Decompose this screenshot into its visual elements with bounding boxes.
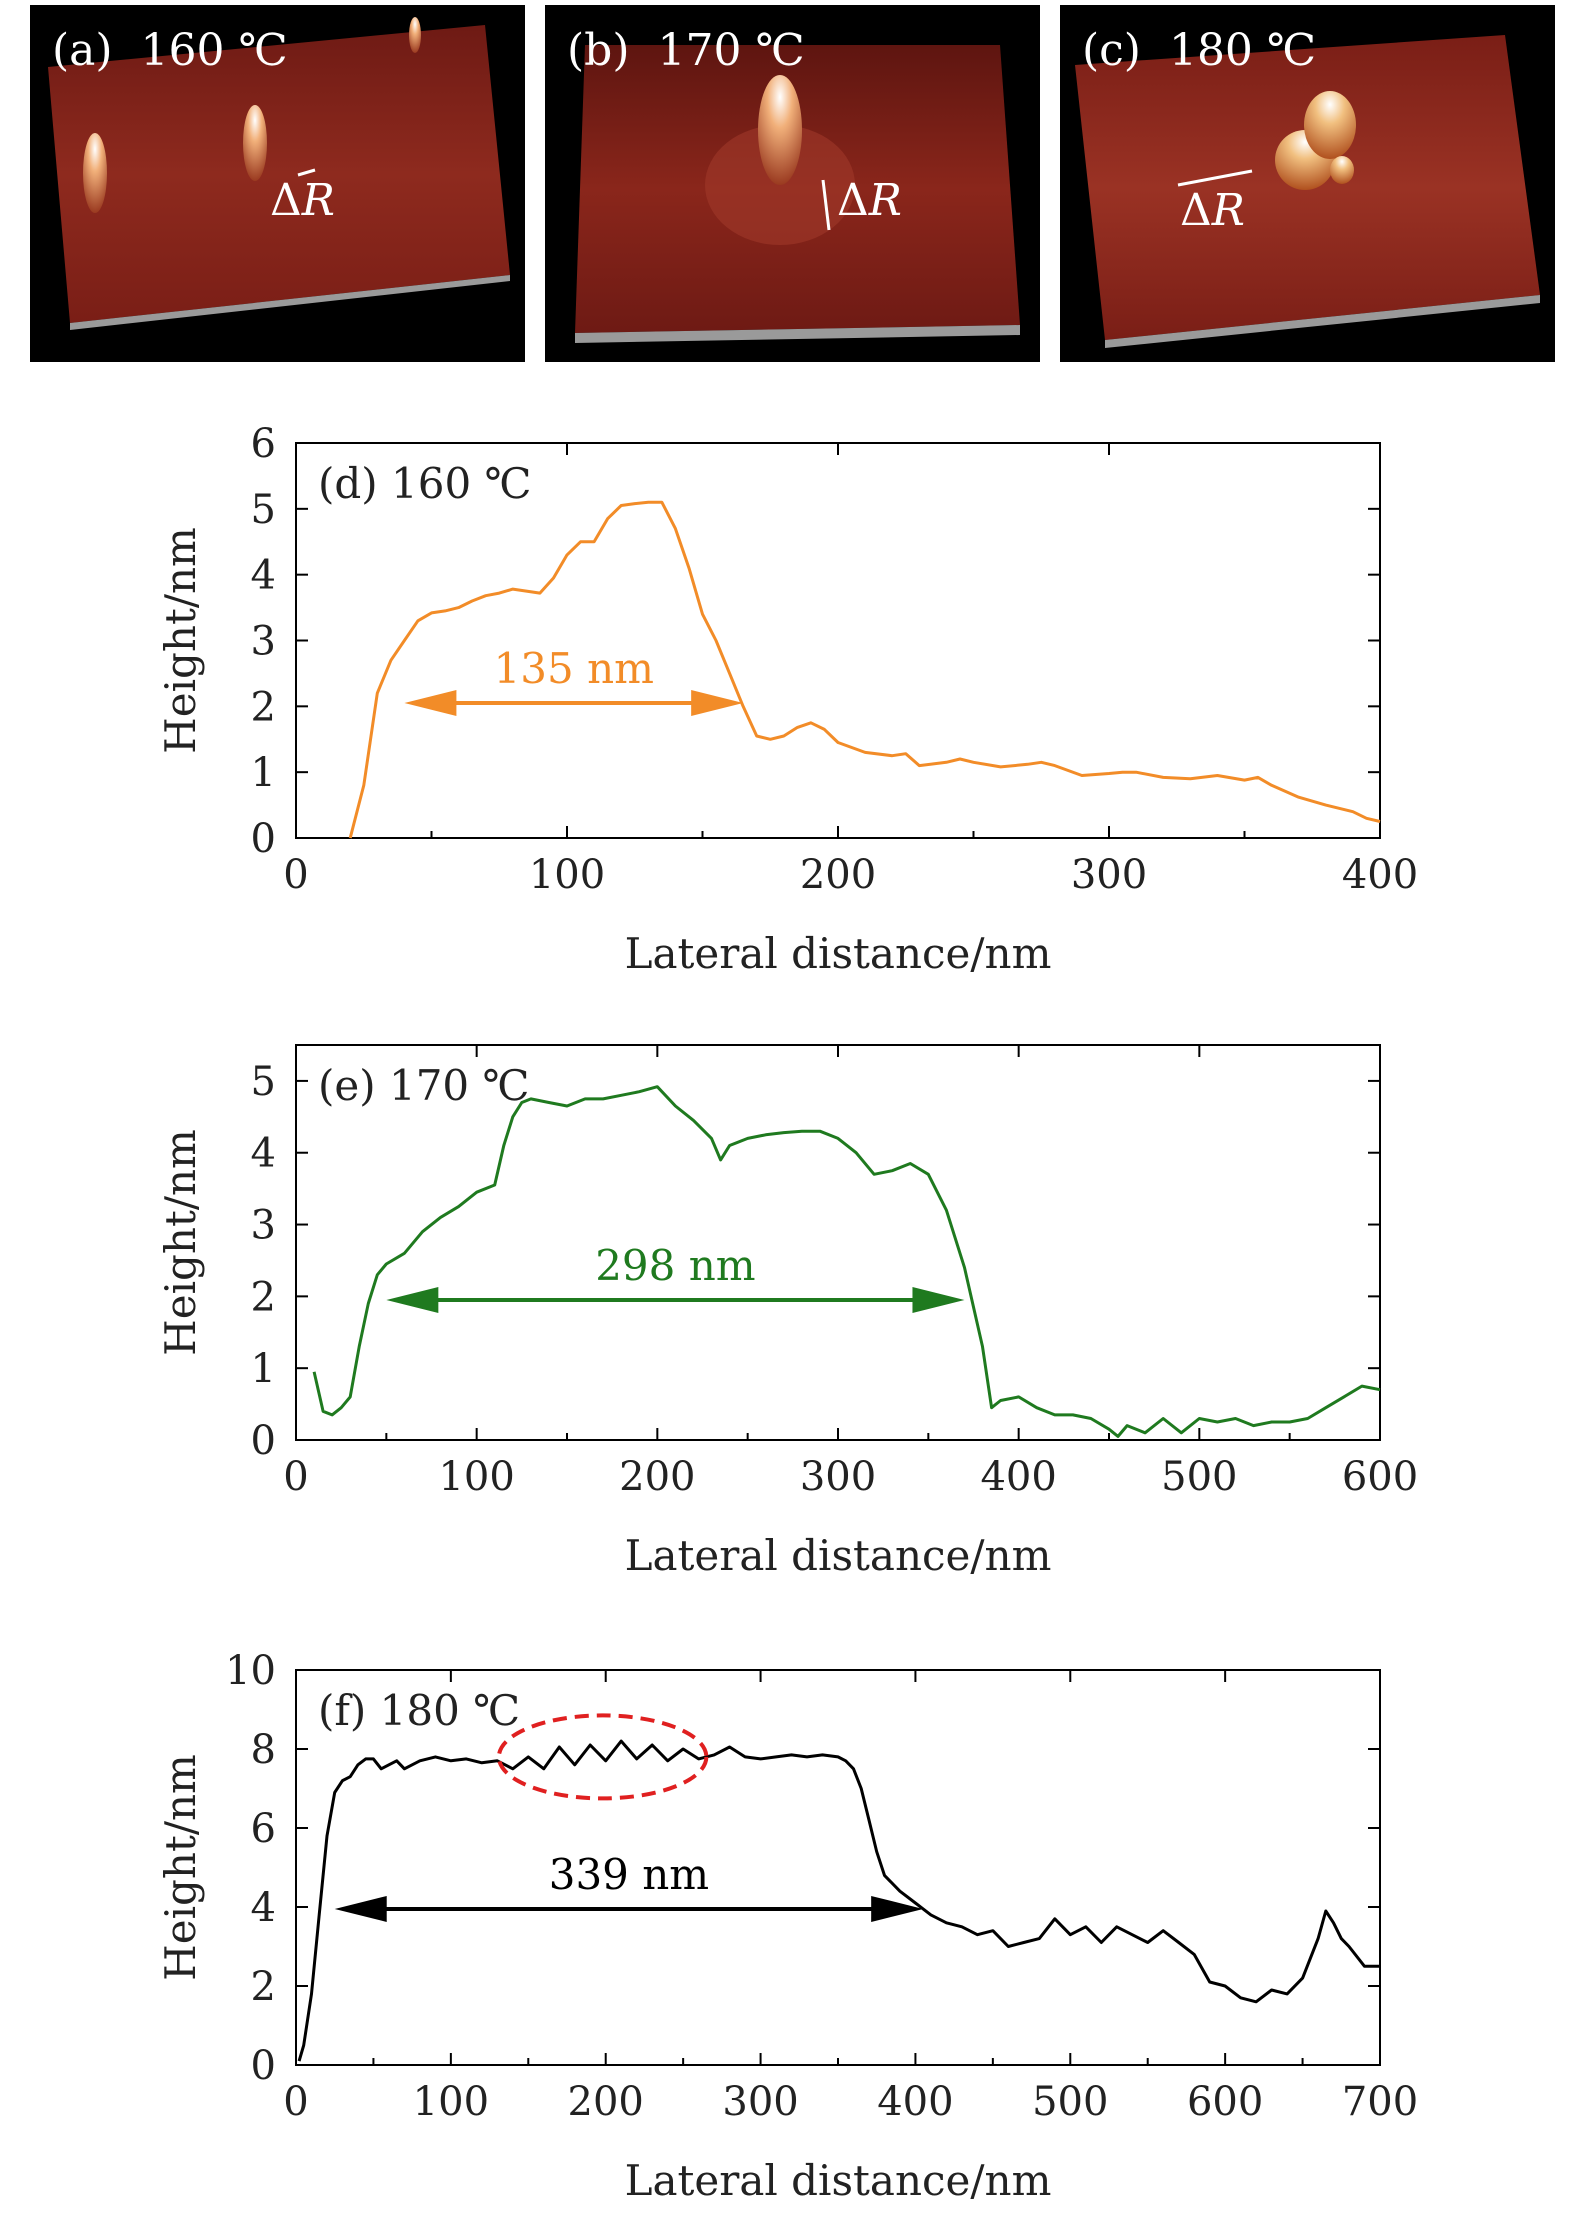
x-tick-label: 300 <box>722 2079 798 2125</box>
x-axis-label: Lateral distance/nm <box>625 929 1052 978</box>
series-line <box>297 1739 1380 2062</box>
plot-frame <box>295 1669 1381 2066</box>
x-tick-label: 0 <box>283 852 308 898</box>
delta-r-label-b: ΔR <box>837 175 902 226</box>
panel-label: (e) 170 ℃ <box>318 1061 529 1110</box>
x-tick-label: 100 <box>413 2079 489 2125</box>
x-tick-label: 100 <box>438 1454 514 1500</box>
x-tick-label: 400 <box>877 2079 953 2125</box>
y-tick-label: 6 <box>251 1806 276 1852</box>
x-tick-label: 400 <box>980 1454 1056 1500</box>
width-arrow-left-head <box>334 1895 387 1922</box>
y-tick-label: 6 <box>251 421 276 467</box>
x-tick-label: 600 <box>1342 1454 1418 1500</box>
x-tick-label: 500 <box>1032 2079 1108 2125</box>
series-line <box>312 1085 1381 1438</box>
y-tick-label: 5 <box>251 1059 276 1105</box>
width-arrow-left-head <box>386 1286 439 1313</box>
y-tick-label: 0 <box>251 816 276 862</box>
width-arrow-left-head <box>404 690 457 717</box>
y-tick-label: 1 <box>251 1346 276 1392</box>
afm-surface-c <box>1075 35 1540 348</box>
afm-label-b: (b) 170 ℃ <box>567 25 805 76</box>
x-tick-label: 100 <box>529 852 605 898</box>
x-tick-label: 700 <box>1342 2079 1418 2125</box>
afm-surface-a <box>48 17 510 330</box>
x-tick-label: 200 <box>568 2079 644 2125</box>
afm-label-c: (c) 180 ℃ <box>1082 25 1317 76</box>
y-tick-label: 2 <box>251 1274 276 1320</box>
delta-r-label-a: ΔR <box>270 175 335 226</box>
y-axis-label: Height/nm <box>156 1754 205 1981</box>
chart-f-180C: 0 100 200 300 400 500 600 700 0 2 4 6 8 10 Lateral dis… <box>156 1648 1418 2205</box>
width-annotation-label: 298 nm <box>595 1241 755 1290</box>
width-annotation-label: 339 nm <box>549 1850 709 1899</box>
plot-frame <box>295 442 1381 839</box>
y-tick-label: 10 <box>225 1648 276 1694</box>
panel-label: (f) 180 ℃ <box>318 1686 520 1735</box>
afm-surface-b <box>575 45 1020 343</box>
y-tick-label: 0 <box>251 1418 276 1464</box>
x-tick-label: 0 <box>283 2079 308 2125</box>
width-arrow-right-head <box>912 1286 965 1313</box>
afm-panel-c: (c) 180 ℃ ΔR <box>1060 5 1555 362</box>
y-tick-label: 5 <box>251 487 276 533</box>
x-tick-label: 500 <box>1161 1454 1237 1500</box>
x-tick-label: 200 <box>619 1454 695 1500</box>
plot-frame <box>295 1044 1381 1441</box>
y-tick-label: 2 <box>251 684 276 730</box>
x-axis-label: Lateral distance/nm <box>625 2156 1052 2205</box>
panel-label: (d) 160 ℃ <box>318 459 532 508</box>
y-axis-label: Height/nm <box>156 1129 205 1356</box>
chart-e-170C: 0 100 200 300 400 500 600 0 1 2 3 4 5 Lateral distanc… <box>156 1044 1418 1580</box>
x-tick-label: 300 <box>1071 852 1147 898</box>
afm-panel-b: (b) 170 ℃ ΔR <box>545 5 1040 362</box>
width-annotation-label: 135 nm <box>494 644 654 693</box>
y-tick-label: 4 <box>251 1885 276 1931</box>
x-tick-label: 300 <box>800 1454 876 1500</box>
series-line <box>348 500 1381 839</box>
y-tick-label: 8 <box>251 1727 276 1773</box>
y-axis-label: Height/nm <box>156 527 205 754</box>
width-arrow-right-head <box>691 690 744 717</box>
afm-panel-a: (a) 160 ℃ ΔR <box>30 5 525 362</box>
x-tick-label: 0 <box>283 1454 308 1500</box>
y-tick-label: 2 <box>251 1964 276 2010</box>
y-tick-label: 4 <box>251 553 276 599</box>
highlight-ellipse <box>496 1713 709 1801</box>
chart-d-160C: 0 100 200 300 400 0 1 2 3 4 5 6 Lateral distance/nm H… <box>156 421 1418 978</box>
y-tick-label: 3 <box>251 1203 276 1249</box>
y-tick-label: 0 <box>251 2043 276 2089</box>
x-tick-label: 200 <box>800 852 876 898</box>
y-tick-label: 4 <box>251 1131 276 1177</box>
y-tick-label: 3 <box>251 619 276 665</box>
y-tick-label: 1 <box>251 750 276 796</box>
x-tick-label: 400 <box>1342 852 1418 898</box>
afm-label-a: (a) 160 ℃ <box>52 25 288 76</box>
x-tick-label: 600 <box>1187 2079 1263 2125</box>
delta-r-label-c: ΔR <box>1180 185 1245 236</box>
x-axis-label: Lateral distance/nm <box>625 1531 1052 1580</box>
width-arrow-right-head <box>871 1895 924 1922</box>
